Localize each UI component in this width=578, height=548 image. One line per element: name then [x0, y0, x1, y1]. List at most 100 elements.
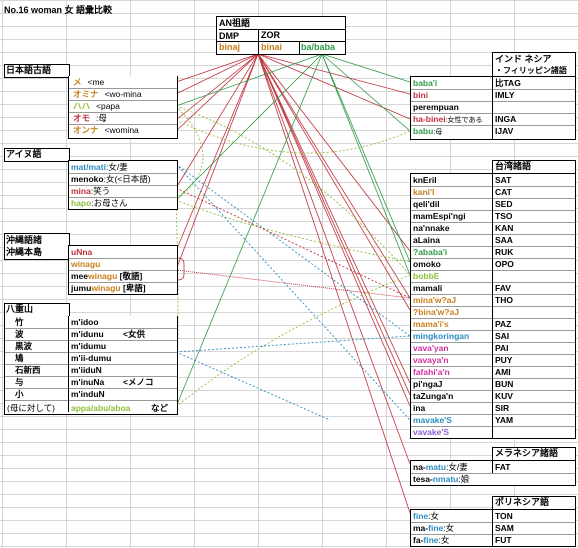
polynesia-root: fine	[413, 511, 429, 521]
green-link-line	[321, 53, 411, 83]
taiwan-row: bobbE	[411, 270, 575, 283]
taiwan-row: vava'yan PAI	[411, 342, 575, 355]
taiwan-abbr: THO	[495, 295, 513, 305]
red-link-line	[257, 53, 411, 311]
polynesia-root: fine	[428, 523, 444, 533]
ainu-gloss: :女(<日本語)	[103, 174, 151, 184]
an-zor-label: ZOR	[261, 30, 280, 40]
melanesia-root: matu	[425, 462, 447, 472]
yaeyama-row: 与 m'inuNa <メノコ	[5, 376, 177, 389]
polynesia-list: fine:女 TON ma-fine:女 SAM fa-fine:女 FUT	[410, 509, 576, 547]
yaeyama-mother-row: (母に対して) appa/abu/aboa など	[5, 402, 177, 414]
taiwan-word: taZunga'n	[413, 391, 454, 401]
ainu-gloss: :女/妻	[105, 162, 128, 172]
taiwan-word: na'nnake	[413, 223, 450, 233]
taiwan-abbr: KAN	[495, 223, 514, 233]
indonesia-abbr: IJAV	[495, 126, 514, 136]
melanesia-gloss: :娘	[458, 474, 470, 484]
kogo-word: ハハ	[73, 101, 91, 111]
red-link-line	[257, 53, 411, 384]
indonesia-word: ha-binei	[413, 114, 446, 124]
yaeyama-word: m'idumu	[71, 341, 107, 351]
lightgreen-dotted-curve	[175, 274, 411, 408]
taiwan-row: omoko OPO	[411, 258, 575, 271]
indonesia-header: インド ネシア ・フィリッピン諸語	[492, 52, 576, 78]
indonesia-word: perempuan	[413, 102, 459, 112]
melanesia-list: na-matu:女/妻 FAT tesa-nmatu:娘	[410, 460, 576, 486]
polynesia-abbr: SAM	[495, 523, 514, 533]
taiwan-row: na'nnake KAN	[411, 222, 575, 235]
melanesia-prefix: tesa-	[413, 474, 433, 484]
red-link-line	[175, 53, 259, 189]
taiwan-abbr: CAT	[495, 187, 512, 197]
kogo-row: オンナ <womina	[69, 124, 177, 136]
taiwan-row: ?bina'w?aJ	[411, 306, 575, 319]
yaeyama-row: 波 m'idunu <女供	[5, 328, 177, 341]
green-link-line	[321, 53, 411, 263]
okinawa-prefix: mee	[71, 271, 89, 281]
kogo-word: オンナ	[73, 125, 99, 135]
taiwan-abbr: RUK	[495, 247, 514, 257]
red-link-line	[175, 53, 259, 121]
kogo-row: オミナ <wo-mina	[69, 88, 177, 101]
okinawa-bracket	[177, 257, 185, 281]
taiwan-row: ?ababa'i RUK	[411, 246, 575, 259]
taiwan-row: pi'ngaJ BUN	[411, 378, 575, 391]
yaeyama-word: m'idoo	[71, 317, 99, 327]
taiwan-abbr: SAI	[495, 331, 510, 341]
yaeyama-place: 竹	[15, 317, 24, 327]
melanesia-prefix: na-	[413, 462, 426, 472]
taiwan-row: mamEspi'ngi TSO	[411, 210, 575, 223]
red-link-line	[175, 53, 259, 95]
taiwan-abbr: PUY	[495, 355, 513, 365]
yaeyama-word: m'iiduN	[71, 365, 102, 375]
taiwan-abbr: FAV	[495, 283, 511, 293]
taiwan-abbr: SAT	[495, 175, 512, 185]
polynesia-gloss: :女	[428, 511, 439, 521]
okinawa-register: [卑語]	[120, 283, 146, 293]
kogo-word: メ	[73, 77, 82, 87]
lightgreen-dotted-curve	[175, 199, 411, 263]
melanesia-header-label: メラネシア諸語	[495, 448, 559, 458]
okinawa-subheader-label: 沖縄本島	[6, 247, 43, 257]
red-link-line	[257, 53, 411, 407]
indonesia-list: baba'i 比TAG bini IMLY perempuan ha-binei:女性であ…	[410, 76, 576, 140]
mother-forms: appa/abu/aboa	[71, 403, 131, 413]
taiwan-word: aLaina	[413, 235, 440, 245]
melanesia-header: メラネシア諸語	[492, 447, 576, 461]
taiwan-abbr: YAM	[495, 415, 514, 425]
polynesia-gloss: :女	[443, 523, 455, 533]
blue-dotted-line	[175, 163, 411, 337]
yaeyama-word: m'inuNa	[71, 377, 105, 387]
an-dmp-label: DMP	[219, 29, 345, 42]
indonesia-row: perempuan	[411, 101, 575, 114]
ainu-gloss: :笑う	[90, 186, 111, 196]
yaeyama-note: <女供	[123, 329, 145, 339]
taiwan-row: mavake'S YAM	[411, 414, 575, 427]
kogo-row: メ <me	[69, 76, 177, 89]
taiwan-word: ?bina'w?aJ	[413, 307, 459, 317]
taiwan-word: mavake'S	[413, 415, 452, 425]
red-link-line	[175, 53, 259, 132]
ainu-header: アイヌ語	[4, 148, 70, 162]
lightgreen-dotted-curve	[175, 105, 411, 276]
okinawa-highlight: winagu	[91, 283, 121, 293]
ainu-gloss: :お母さん	[91, 198, 128, 208]
polynesia-gloss: :女	[438, 535, 450, 545]
kogo-row: ハハ <papa	[69, 100, 177, 113]
kogo-header: 日本語古語	[4, 64, 70, 78]
taiwan-abbr: SIR	[495, 403, 510, 413]
red-link-line	[257, 53, 411, 252]
okinawa-row: winagu	[69, 258, 177, 271]
indonesia-row: ha-binei:女性である INGA	[411, 113, 575, 126]
ainu-row: mat/mati:女/妻	[69, 161, 177, 174]
kogo-list: メ <me オミナ <wo-mina ハハ <papa オモ:母 オンナ <womina	[68, 76, 178, 139]
blue-dotted-line	[175, 351, 331, 421]
yaeyama-row: 鳩 m'ii-dumu	[5, 352, 177, 365]
green-link-line	[321, 53, 411, 132]
yaeyama-place: 黒波	[15, 341, 33, 351]
taiwan-word: mamEspi'ngi	[413, 211, 466, 221]
yaeyama-place: 波	[15, 329, 24, 339]
indonesia-row: babu:母 IJAV	[411, 125, 575, 137]
